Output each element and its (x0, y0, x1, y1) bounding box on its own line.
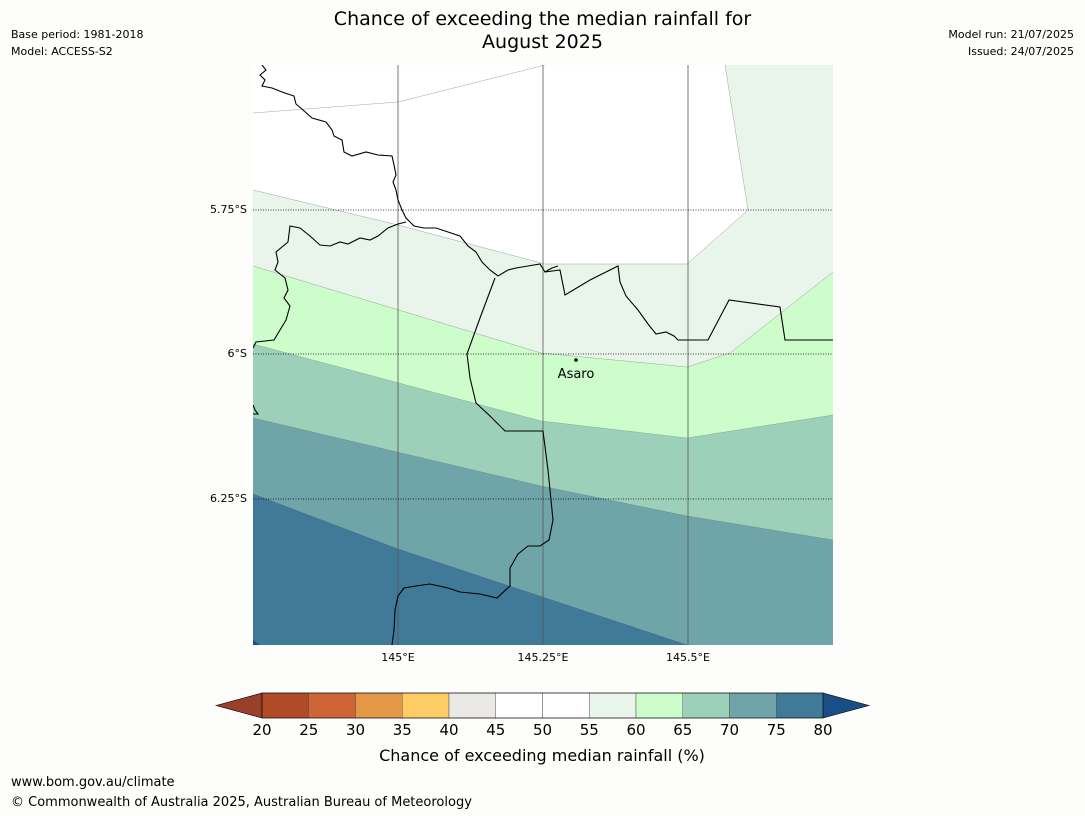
lon-label-145-25: 145.25°E (518, 651, 569, 664)
colorbar-tick-label: 40 (439, 721, 458, 739)
lat-label-6-25: 6.25°S (210, 492, 247, 505)
meta-left: Base period: 1981-2018 Model: ACCESS-S2 (11, 26, 143, 60)
colorbar-tick-label: 50 (533, 721, 552, 739)
coast-west-notch (253, 404, 260, 415)
colorbar-tick-label: 75 (767, 721, 786, 739)
boundaries (253, 65, 833, 645)
colorbar: 20 25 30 35 40 45 50 55 60 65 70 75 80 Chance of exc… (214, 692, 871, 765)
colorbar-tick-labels: 20 25 30 35 40 45 50 55 60 65 70 75 80 (252, 721, 832, 739)
province-boundary-north (259, 65, 559, 277)
colorbar-swatch (308, 692, 356, 719)
colorbar-tick-label: 65 (673, 721, 692, 739)
district-boundary (391, 277, 554, 645)
colorbar-swatch (542, 692, 590, 719)
colorbar-swatches (261, 692, 824, 719)
contour-65 (253, 343, 833, 439)
colorbar-swatch (495, 692, 543, 719)
colorbar-swatch (635, 692, 683, 719)
lon-label-145: 145°E (381, 651, 414, 664)
lat-label-6: 6°S (228, 347, 247, 360)
title-line-2: August 2025 (482, 31, 603, 53)
lat-label-5-75: 5.75°S (210, 203, 247, 216)
colorbar-swatch (776, 692, 824, 719)
colorbar-title: Chance of exceeding median rainfall (%) (379, 746, 705, 765)
lon-label-145-5: 145.5°E (666, 651, 710, 664)
colorbar-tick-label: 80 (813, 721, 832, 739)
colorbar-swatch (261, 692, 309, 719)
model-run-text: Model run: 21/07/2025 (948, 28, 1074, 41)
base-period-text: Base period: 1981-2018 (11, 28, 144, 41)
model-text: Model: ACCESS-S2 (11, 45, 113, 58)
colorbar-tick-label: 35 (393, 721, 412, 739)
colorbar-outline (261, 692, 824, 719)
colorbar-tick-label: 60 (626, 721, 645, 739)
province-boundary-inner (253, 221, 407, 349)
colorbar-swatch (729, 692, 777, 719)
lon-labels: 145°E 145.25°E 145.5°E (381, 651, 710, 664)
map-title: Chance of exceeding the median rainfall … (0, 8, 1085, 54)
issued-text: Issued: 24/07/2025 (967, 45, 1074, 58)
colorbar-tick-label: 30 (346, 721, 365, 739)
colorbar-swatch (448, 692, 496, 719)
contour-70 (253, 417, 833, 541)
fill-over-80 (253, 640, 260, 645)
contour-right (253, 65, 749, 265)
colorbar-under-triangle (214, 692, 263, 719)
district-boundary-east (544, 265, 833, 341)
lat-labels: 5.75°S 6°S 6.25°S (210, 203, 247, 505)
colorbar-swatch (682, 692, 730, 719)
footer-url: www.bom.gov.au/climate (11, 775, 175, 790)
colorbar-tick-label: 70 (720, 721, 739, 739)
colorbar-tick-label: 55 (580, 721, 599, 739)
colorbar-swatch (355, 692, 403, 719)
meta-right: Model run: 21/07/2025 Issued: 24/07/2025 (948, 26, 1074, 60)
footer-copyright: © Commonwealth of Australia 2025, Austra… (11, 795, 472, 810)
colorbar-tick-label: 25 (299, 721, 318, 739)
asaro-dot (574, 358, 578, 362)
contour-mid (253, 265, 833, 368)
colorbar-tick-label: 20 (252, 721, 271, 739)
colorbar-over-triangle (822, 692, 871, 719)
colorbar-swatch (589, 692, 637, 719)
colorbar-tick-label: 45 (486, 721, 505, 739)
asaro-label: Asaro (558, 367, 595, 382)
colorbar-swatch (402, 692, 450, 719)
town-marker: Asaro (558, 358, 595, 382)
title-line-1: Chance of exceeding the median rainfall … (333, 8, 752, 30)
graticule (253, 65, 833, 645)
fill-75-80 (253, 494, 687, 645)
